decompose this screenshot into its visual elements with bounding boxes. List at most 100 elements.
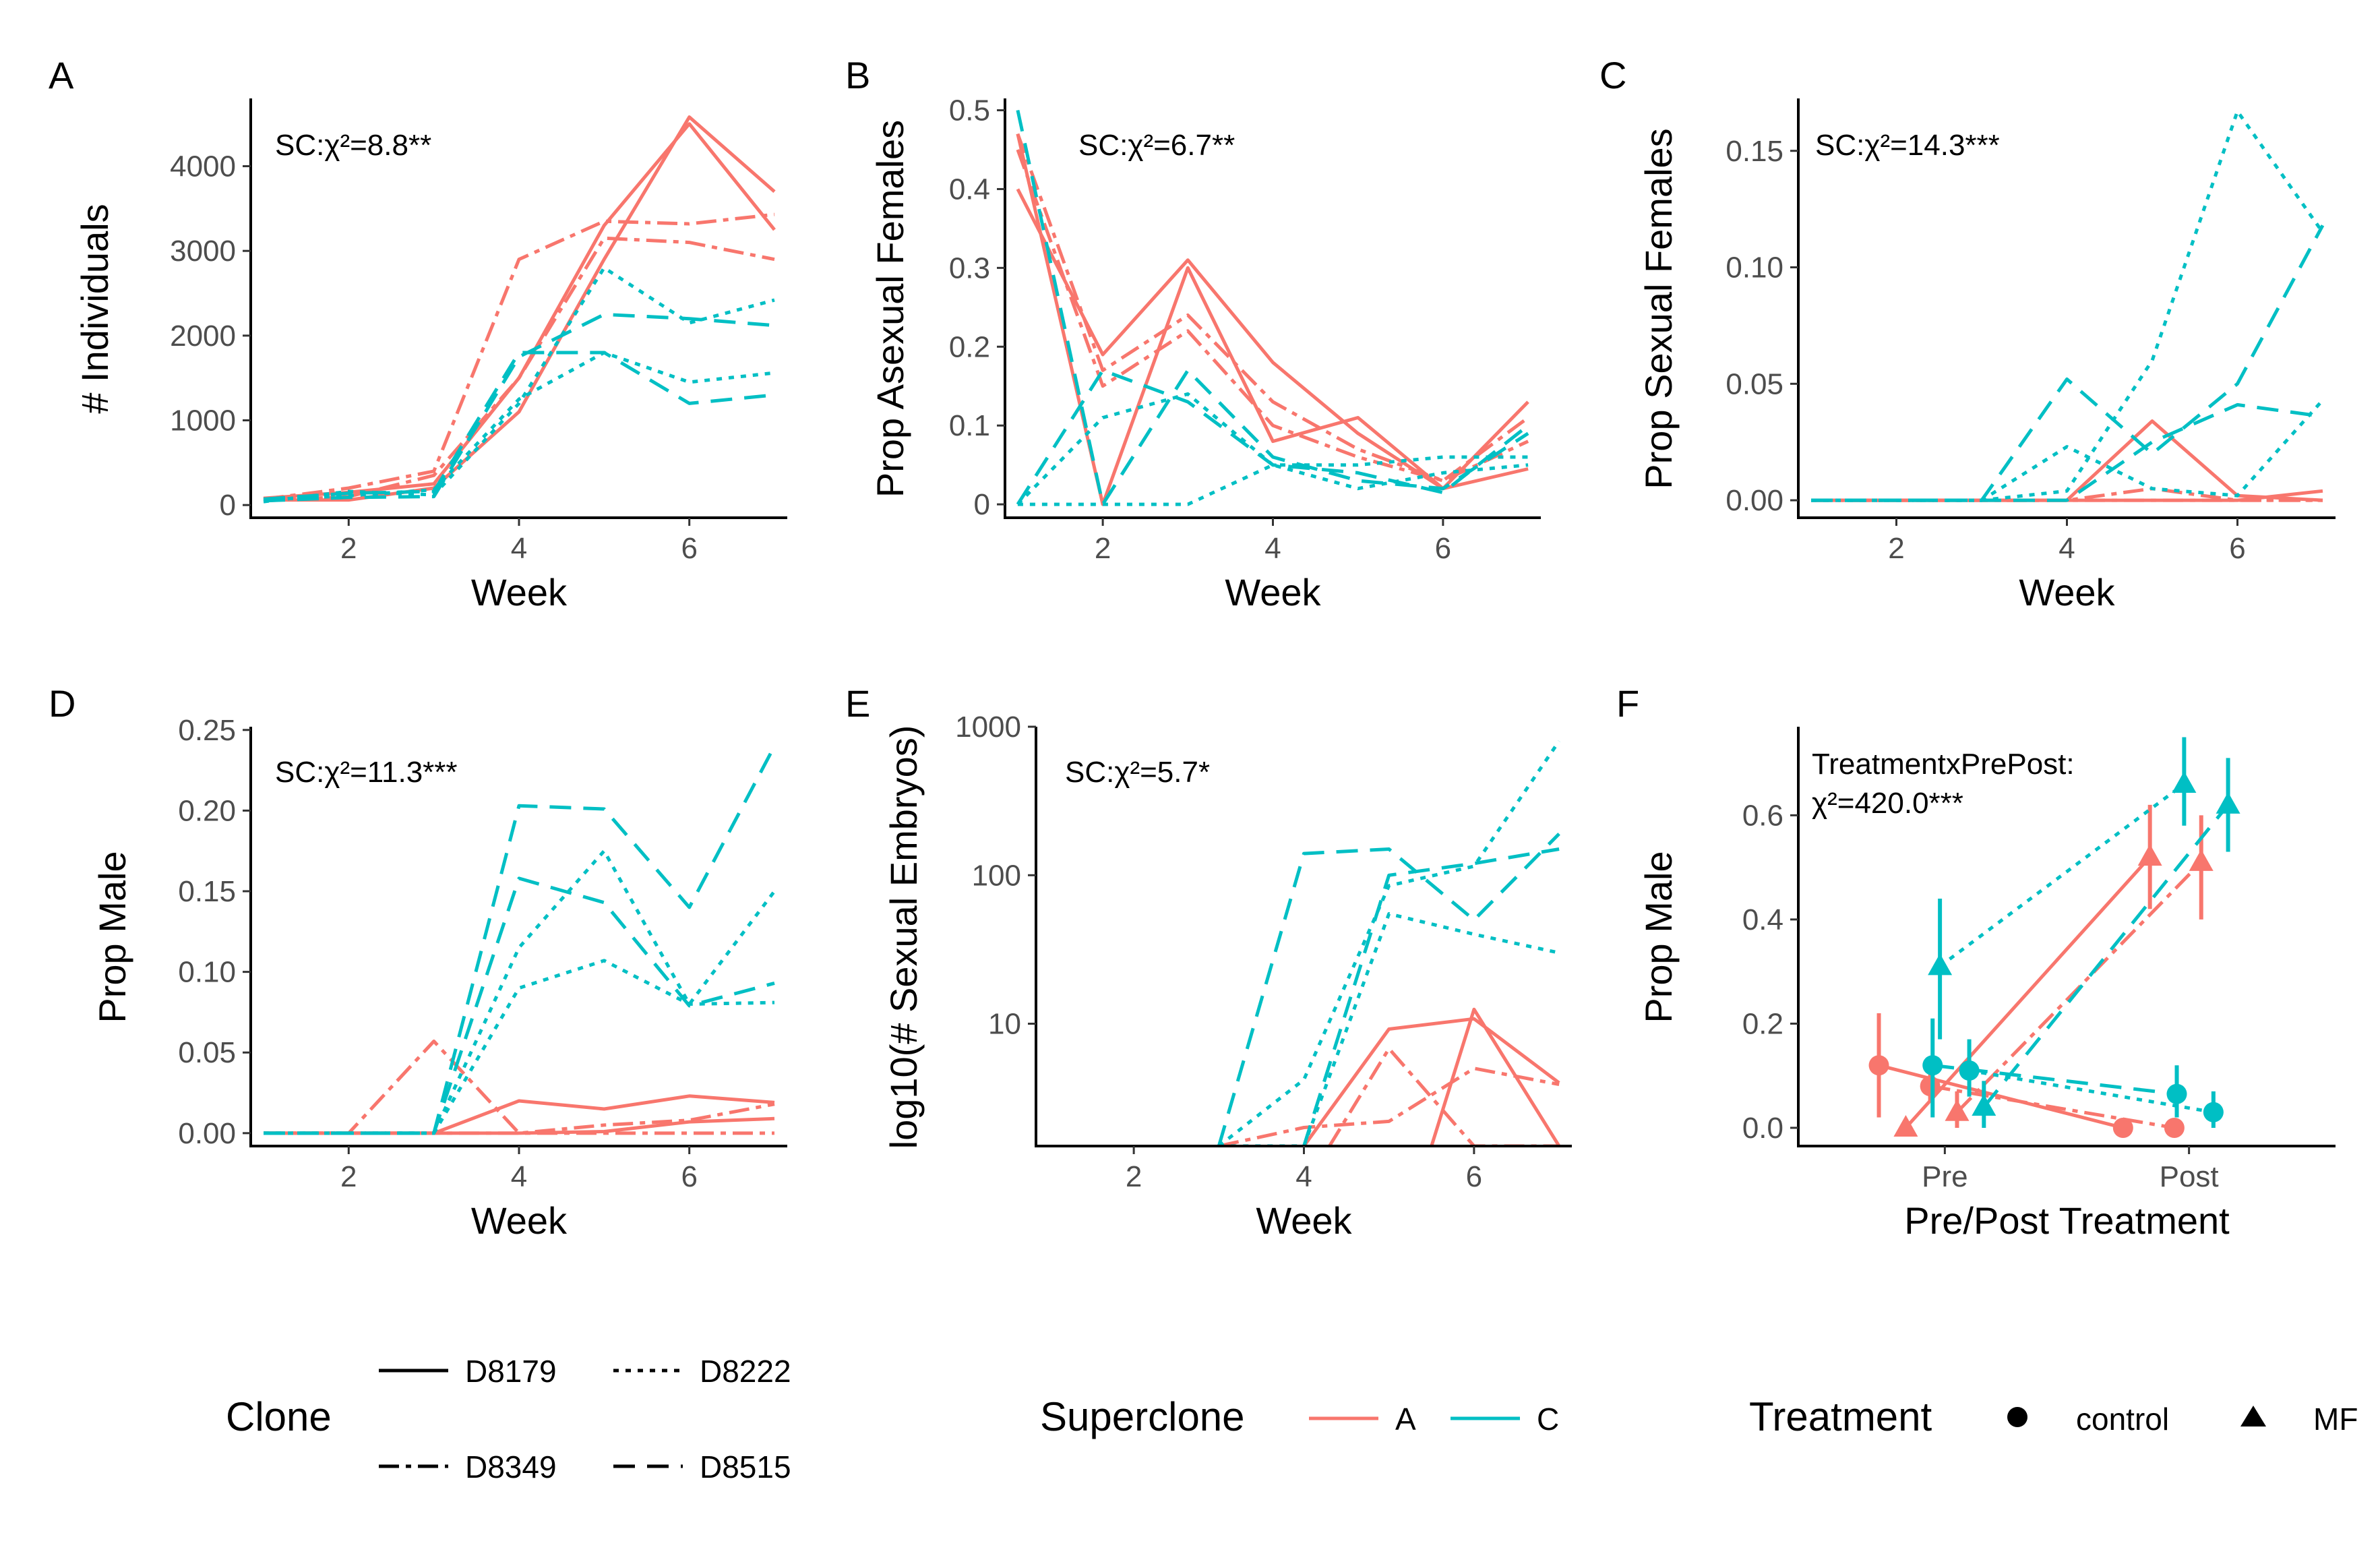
point-mf: [1928, 953, 1953, 975]
stat-annotation: SC:χ²=6.7**: [1078, 129, 1235, 162]
series-line-c-d8222: [1217, 740, 1561, 1145]
panel-label: A: [49, 54, 74, 96]
y-tick-label: 0.1: [949, 409, 990, 442]
series-line-a-d8349: [263, 212, 775, 501]
series-line-c-d8515: [1811, 402, 2323, 502]
clone-label-d8349: D8349: [465, 1449, 557, 1484]
y-tick-label: 0: [220, 489, 236, 522]
y-tick-label: 3000: [170, 235, 236, 268]
x-tick-label: 6: [1466, 1160, 1482, 1193]
panel-f: F 0.0 0.2 0.4 0.6 Pre Post Pre/Post Treatment Pr…: [1616, 682, 2336, 1242]
y-tick-label: 0.00: [178, 1117, 236, 1150]
x-tick-label: 4: [511, 1160, 527, 1193]
clone-legend: Clone D8179 D8222 D8349 D8515: [226, 1354, 791, 1484]
superclone-label-a: A: [1395, 1402, 1416, 1437]
point-control: [2203, 1102, 2224, 1122]
point-mf: [1972, 1094, 1996, 1116]
x-axis-title: Week: [471, 571, 568, 613]
x-axis-title: Week: [1256, 1199, 1352, 1242]
series-lines: [263, 115, 776, 504]
y-tick-label: 0: [974, 488, 990, 521]
y-tick-label: 0.05: [178, 1036, 236, 1069]
panel-d: D 0.00 0.05 0.10 0.15 0.20 0.25 2 4 6 Week Prop Mal…: [49, 682, 787, 1242]
y-tick-label: 0.25: [178, 714, 236, 747]
panel-b: B 0 0.1 0.2 0.3 0.4 0.5 2 4 6 Week Prop Asexual Fem…: [845, 54, 1541, 613]
treatment-key-mf: [2240, 1406, 2266, 1426]
treatment-legend: Treatment control MF: [1749, 1394, 2358, 1439]
x-tick-label: Pre: [1922, 1160, 1967, 1193]
y-tick-label: 0.10: [1726, 251, 1783, 284]
point-mf: [2172, 771, 2197, 793]
series-line-a-d8179: [1016, 188, 1529, 491]
y-tick-label: 0.15: [178, 875, 236, 908]
y-tick-label: 0.20: [178, 794, 236, 827]
y-tick-label: 100: [972, 859, 1021, 892]
panel-a: A 0 1000 2000 3000 4000 2 4 6 Week # Individuals SC…: [49, 54, 787, 613]
x-tick-label: 2: [1095, 532, 1111, 565]
clone-label-d8179: D8179: [465, 1354, 557, 1389]
panel-label: F: [1616, 682, 1639, 725]
series-line-c-d8222: [264, 849, 776, 1135]
treatment-legend-title: Treatment: [1749, 1394, 1932, 1439]
y-axis-title: Prop Male: [1637, 851, 1680, 1023]
x-tick-label: 2: [340, 1160, 357, 1193]
x-tick-label: 6: [681, 532, 697, 565]
series-line-a-d8179: [264, 115, 776, 502]
point-control: [1922, 1055, 1943, 1076]
x-tick-label: 2: [1888, 532, 1904, 565]
stat-annotation-line2: χ²=420.0***: [1812, 787, 1963, 820]
y-tick-label: 0.6: [1742, 799, 1783, 832]
panel-label: D: [49, 682, 75, 725]
x-axis-title: Pre/Post Treatment: [1904, 1199, 2230, 1242]
x-axis-title: Week: [2019, 571, 2115, 613]
series-line-c-d8515: [263, 312, 775, 503]
series-line-a-d8179: [1016, 133, 1529, 506]
x-tick-label: Post: [2160, 1160, 2219, 1193]
series-line-c-d8222: [1811, 398, 2324, 502]
point-mf: [2216, 791, 2240, 814]
series-line-a-d8349: [1016, 133, 1529, 483]
treatment-points: [1868, 737, 2240, 1138]
y-tick-label: 0.00: [1726, 484, 1783, 517]
series-lines: [1217, 740, 1561, 1145]
y-tick-label: 1000: [955, 711, 1021, 744]
series-line-c-d8515: [264, 745, 776, 1135]
trend-line-c-control-d8515: [1932, 1063, 2177, 1096]
point-control: [2166, 1083, 2187, 1104]
y-tick-label: 0.15: [1726, 135, 1783, 168]
y-tick-label: 0.4: [949, 173, 990, 206]
y-tick-label: 2000: [170, 320, 236, 353]
series-line-c-d8222: [263, 266, 775, 504]
point-mf: [1945, 1099, 1970, 1121]
series-line-a-d8179: [263, 122, 776, 500]
point-mf: [2137, 844, 2162, 866]
y-tick-label: 0.10: [178, 956, 236, 989]
series-lines: [1811, 109, 2325, 502]
point-control: [2112, 1117, 2133, 1138]
clone-legend-title: Clone: [226, 1394, 332, 1439]
trend-line-c-control-d8222: [1969, 1069, 2214, 1114]
y-tick-label: 0.2: [949, 330, 990, 363]
trend-line-a-mf-d8179: [1904, 855, 2152, 1129]
series-line-a-d8349: [1218, 1067, 1560, 1145]
x-tick-label: 4: [511, 532, 527, 565]
y-tick-label: 0.0: [1742, 1112, 1783, 1145]
series-line-a-d8179: [1430, 1007, 1560, 1145]
stat-annotation: SC:χ²=5.7*: [1065, 756, 1210, 789]
panel-label: C: [1599, 54, 1626, 96]
y-axis-title: Prop Sexual Females: [1637, 128, 1680, 489]
series-line-c-d8515: [1811, 224, 2325, 502]
panel-c: C 0.00 0.05 0.10 0.15 2 4 6 Week Prop Sexual Fema…: [1599, 54, 2336, 613]
series-line-c-d8515: [1016, 109, 1529, 506]
panel-e: E 10 100 1000 2 4 6 Week log10(# Sexual Embryos)…: [845, 682, 1572, 1242]
series-line-c-d8515: [264, 876, 775, 1135]
stat-annotation: SC:χ²=11.3***: [275, 756, 458, 789]
trend-line-a-control-d8349: [1930, 1084, 2175, 1130]
clone-label-d8515: D8515: [700, 1449, 791, 1484]
series-line-a-d8349: [263, 236, 775, 503]
x-tick-label: 4: [2058, 532, 2075, 565]
x-axis-title: Week: [1225, 571, 1321, 613]
y-tick-label: 0.4: [1742, 903, 1783, 936]
superclone-label-c: C: [1537, 1402, 1559, 1437]
